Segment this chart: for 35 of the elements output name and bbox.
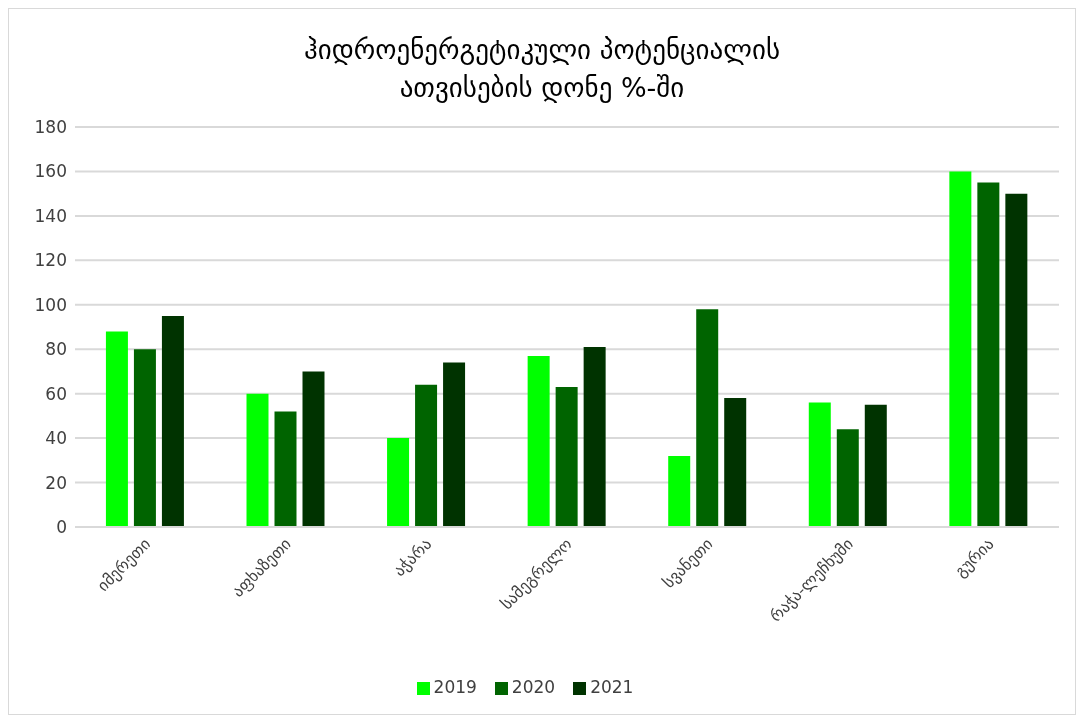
bar — [161, 315, 184, 527]
y-tick-label: 160 — [34, 161, 67, 182]
bar — [836, 429, 859, 527]
legend-label: 2021 — [590, 677, 634, 697]
chart-title: ჰიდროენერგეტიკული პოტენციალის ათვისების დონე %-ში — [302, 33, 782, 105]
y-tick-label: 100 — [34, 294, 67, 315]
bar — [443, 362, 466, 527]
y-tick-label: 0 — [56, 517, 67, 538]
bar — [527, 355, 550, 527]
bar — [696, 309, 719, 527]
bar — [387, 438, 410, 527]
bar — [583, 347, 606, 527]
y-tick-label: 60 — [45, 383, 67, 404]
bar — [864, 404, 887, 527]
bar — [724, 398, 747, 527]
bar — [668, 455, 691, 527]
bar — [415, 384, 438, 527]
y-tick-label: 20 — [45, 472, 67, 493]
bar — [133, 349, 156, 527]
bar — [246, 393, 269, 527]
bar — [949, 171, 972, 527]
y-tick-label: 80 — [45, 339, 67, 360]
y-tick-label: 140 — [34, 205, 67, 226]
bar — [302, 371, 325, 527]
bar — [105, 331, 128, 527]
y-tick-label: 40 — [45, 428, 67, 449]
bar — [274, 411, 297, 527]
bar — [555, 387, 578, 527]
legend-label: 2020 — [511, 677, 556, 697]
bar — [1005, 193, 1028, 527]
y-tick-label: 180 — [34, 117, 67, 138]
legend-label: 2019 — [433, 677, 477, 697]
bar — [977, 182, 1000, 527]
bar — [808, 402, 831, 527]
y-tick-label: 120 — [34, 250, 67, 271]
